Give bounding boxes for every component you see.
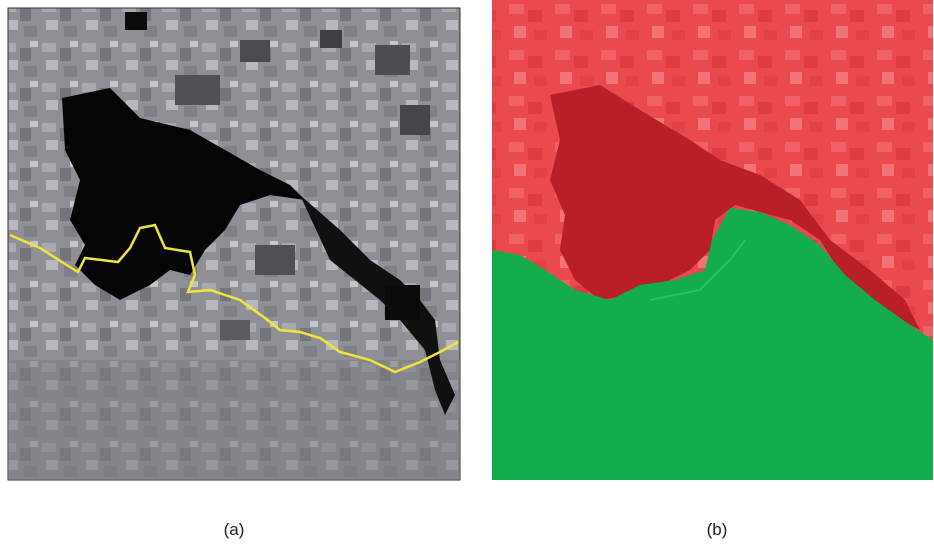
caption: (a): [224, 520, 245, 539]
panel-b-image: [492, 0, 933, 480]
panel-a-image: [8, 8, 460, 480]
figure: (a) (b): [0, 0, 934, 548]
caption: (b): [707, 520, 728, 539]
